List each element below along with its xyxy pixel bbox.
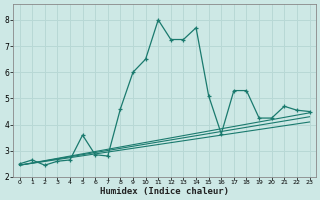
- X-axis label: Humidex (Indice chaleur): Humidex (Indice chaleur): [100, 187, 229, 196]
